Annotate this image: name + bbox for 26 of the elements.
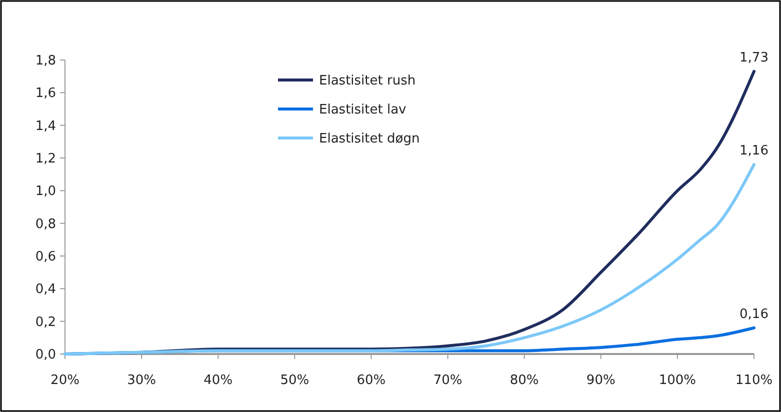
data-label: 0,16 [740,306,768,322]
y-tick-label: 0,6 [35,250,56,265]
y-tick-label: 0,4 [35,282,56,298]
y-tick-label: 0,0 [35,348,56,363]
y-tick-label: 1,6 [35,86,56,102]
x-tick-label: 60% [356,373,386,388]
y-tick-label: 0,2 [35,314,56,330]
x-tick-label: 20% [50,373,80,388]
x-tick-label: 40% [204,373,233,388]
y-tick-label: 1,2 [35,152,56,167]
x-tick-label: 30% [127,373,156,388]
x-tick-label: 50% [280,373,310,388]
legend-label: Elastisitet rush [319,74,416,89]
y-tick-label: 0,8 [35,216,56,232]
legend-label: Elastisitet døgn [319,132,420,147]
legend-label: Elastisitet lav [319,102,407,118]
x-tick-label: 90% [586,373,616,388]
x-tick-label: 100% [658,373,696,388]
data-label: 1,16 [740,144,768,159]
y-tick-label: 1,0 [35,184,56,200]
x-tick-label: 110% [735,373,773,388]
data-label: 1,73 [740,50,768,66]
y-tick-label: 1,8 [35,54,56,69]
y-tick-label: 1,4 [35,118,56,134]
x-tick-label: 70% [433,373,462,388]
x-tick-label: 80% [510,373,539,388]
